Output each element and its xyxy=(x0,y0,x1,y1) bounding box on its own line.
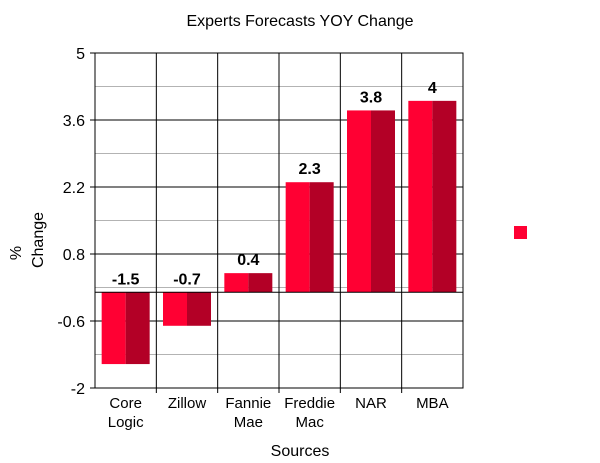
data-label: -1.5 xyxy=(112,271,140,288)
y-tick-label: -0.6 xyxy=(57,314,85,331)
data-label: 0.4 xyxy=(237,252,259,269)
data-label: -0.7 xyxy=(173,271,201,288)
y-tick-label: 3.6 xyxy=(63,113,85,130)
x-category-label: Freddie xyxy=(284,395,335,412)
data-label: 3.8 xyxy=(360,89,382,106)
bar-face xyxy=(224,273,249,293)
y-tick-label: 2.2 xyxy=(63,180,85,197)
data-label: 4 xyxy=(428,80,437,97)
data-label: 2.3 xyxy=(299,161,321,178)
bar-face xyxy=(163,292,187,326)
x-category-label: Mac xyxy=(295,414,324,431)
bar xyxy=(163,292,211,326)
bar-face xyxy=(408,100,433,293)
bar xyxy=(408,100,457,293)
bar xyxy=(347,110,395,293)
bar xyxy=(224,273,273,293)
x-category-label: Fannie xyxy=(225,395,271,412)
bar-face xyxy=(101,292,126,365)
x-axis-label: Sources xyxy=(271,443,330,460)
y-axis-label-line-2: Change xyxy=(30,212,47,268)
x-category-label: NAR xyxy=(355,395,387,412)
bar-face xyxy=(347,110,371,293)
plot-border xyxy=(94,52,464,389)
x-category-label: MBA xyxy=(416,395,449,412)
y-axis-label-line-1: % xyxy=(8,246,25,260)
x-category-label: Zillow xyxy=(168,395,207,412)
data-labels: -1.5 -0.7 0.4 2.3 3.8 4 xyxy=(112,80,437,288)
plot-frame xyxy=(94,52,464,389)
x-category-labels: Core Logic Zillow Fannie Mae Freddie Mac NAR MBA xyxy=(108,395,449,431)
legend-marker xyxy=(514,226,527,239)
x-category-label: Logic xyxy=(108,414,144,431)
y-axis-label: % Change xyxy=(8,212,47,268)
bar-shade xyxy=(248,273,273,293)
chart-title: Experts Forecasts YOY Change xyxy=(186,13,413,30)
bar-shade xyxy=(309,182,334,293)
bar-shade xyxy=(432,100,457,293)
bars xyxy=(101,100,457,365)
y-tick-label: -2 xyxy=(71,381,85,398)
x-category-label: Core xyxy=(109,395,142,412)
y-tick-labels: -2 -0.6 0.8 2.2 3.6 5 xyxy=(57,46,85,398)
bar-face xyxy=(285,182,310,293)
bar-shade xyxy=(371,110,395,293)
bar xyxy=(101,292,150,365)
x-category-label: Mae xyxy=(234,414,263,431)
bar xyxy=(285,182,334,293)
bar-shade xyxy=(125,292,150,365)
bar-shade xyxy=(187,292,211,326)
y-tick-label: 0.8 xyxy=(63,247,85,264)
y-tick-label: 5 xyxy=(76,46,85,63)
